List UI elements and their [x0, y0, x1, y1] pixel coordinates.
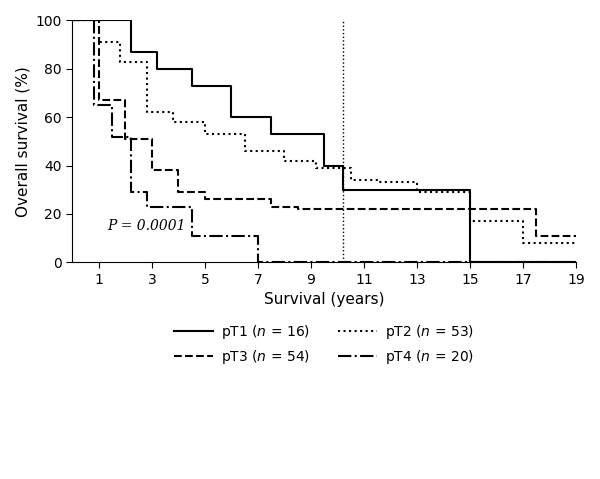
Y-axis label: Overall survival (%): Overall survival (%)	[15, 66, 30, 217]
X-axis label: Survival (years): Survival (years)	[264, 292, 385, 307]
Text: P = 0.0001: P = 0.0001	[107, 219, 185, 233]
Legend: pT1 ($n$ = 16), pT3 ($n$ = 54), pT2 ($n$ = 53), pT4 ($n$ = 20): pT1 ($n$ = 16), pT3 ($n$ = 54), pT2 ($n$…	[169, 318, 480, 372]
